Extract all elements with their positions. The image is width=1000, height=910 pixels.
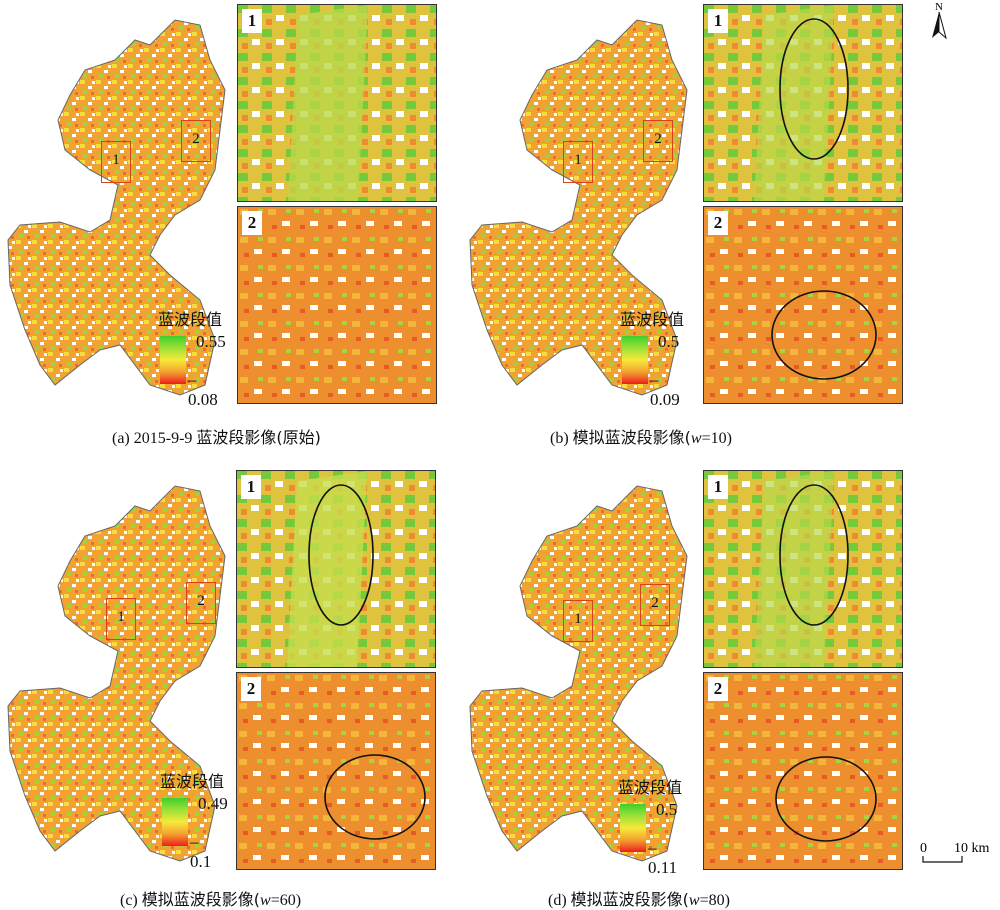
highlight-ellipse	[308, 484, 374, 626]
caption-c: (c) 模拟蓝波段影像(w=60)	[120, 890, 302, 909]
roi-box-2: 2	[643, 120, 673, 162]
inset-1: 1	[236, 470, 436, 668]
highlight-ellipse	[324, 754, 426, 840]
scale-bar: 0 10 km	[920, 841, 990, 863]
svg-text:10 km: 10 km	[954, 841, 990, 856]
highlight-ellipse	[779, 484, 849, 626]
caption-d: (d) 模拟蓝波段影像(w=80)	[548, 890, 730, 909]
svg-text:N: N	[935, 1, 943, 13]
inset-1: 1	[703, 470, 903, 668]
highlight-ellipse	[779, 18, 849, 160]
inset-2: 2	[703, 206, 903, 404]
panel-c: 1 2 1 2 蓝波段值 0.49 –0.1	[0, 466, 460, 886]
panel-a: 1 2 1 2 蓝波段值 0.55 –0.08	[0, 0, 460, 420]
inset-2: 2	[237, 206, 437, 404]
highlight-ellipse	[775, 756, 877, 842]
north-arrow-icon: N	[932, 1, 947, 40]
roi-box-1: 1	[563, 600, 593, 642]
color-ramp	[620, 804, 646, 852]
roi-box-1: 1	[106, 598, 136, 640]
roi-box-1: 1	[563, 141, 593, 183]
caption-b: (b) 模拟蓝波段影像(w=10)	[550, 428, 732, 447]
caption-a: (a) 2015-9-9 蓝波段影像(原始)	[112, 428, 321, 447]
inset-1: 1	[237, 4, 437, 202]
color-ramp	[160, 336, 186, 384]
panel-d: 1 2 1 2 蓝波段值 0.5 –0.11	[462, 466, 922, 886]
inset-1: 1	[703, 4, 903, 202]
highlight-ellipse	[771, 290, 877, 380]
color-ramp	[622, 336, 648, 384]
inset-2: 2	[703, 672, 903, 870]
svg-text:0: 0	[920, 841, 927, 856]
roi-box-2: 2	[186, 582, 216, 624]
panel-b: 1 2 1 2 蓝波段值 0.5 –0.09	[462, 0, 922, 420]
roi-box-2: 2	[181, 120, 211, 162]
roi-box-1: 1	[101, 141, 131, 183]
color-ramp	[162, 798, 188, 846]
inset-2: 2	[236, 672, 436, 870]
roi-box-2: 2	[640, 584, 670, 626]
